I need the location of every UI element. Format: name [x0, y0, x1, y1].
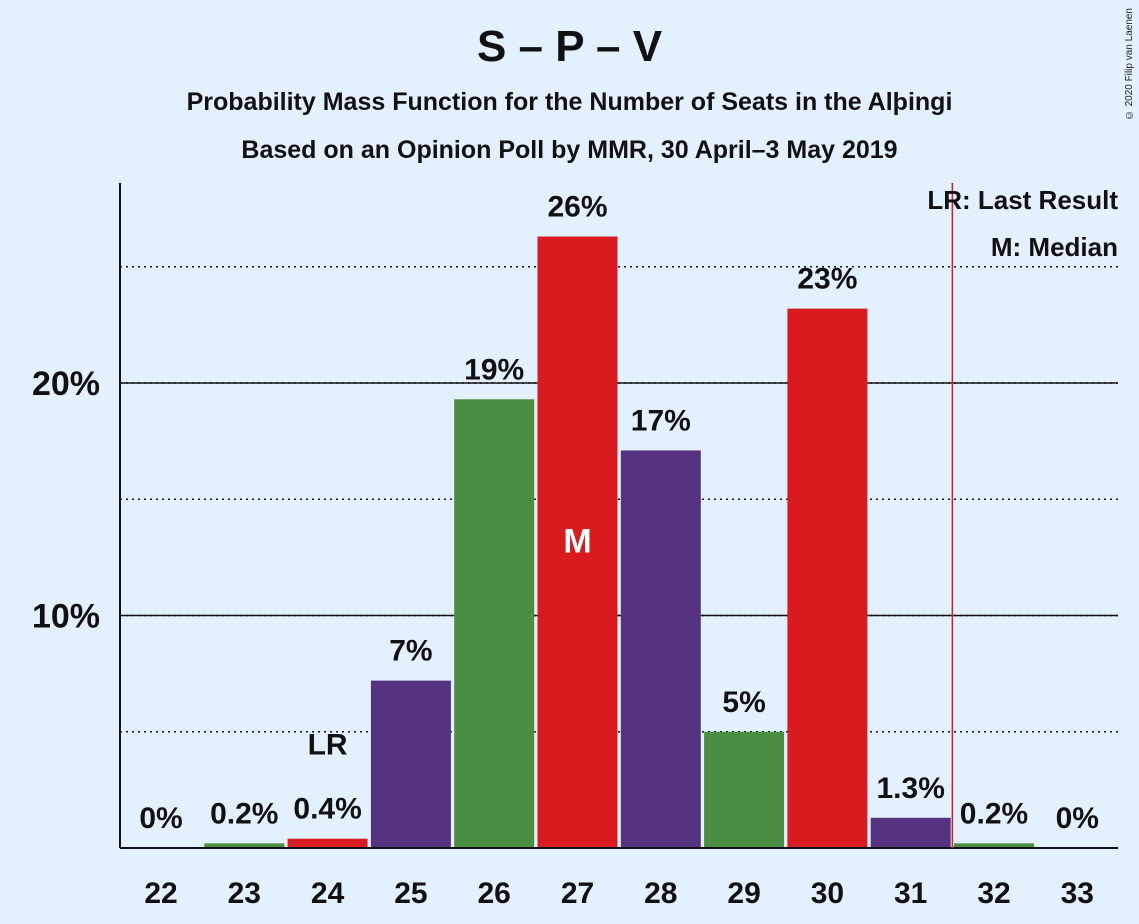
- x-tick-label: 27: [561, 877, 594, 910]
- x-tick-label: 30: [811, 877, 844, 910]
- bar-28: [620, 450, 701, 848]
- legend-entry: LR: Last Result: [927, 185, 1118, 215]
- y-tick-label: 20%: [32, 365, 100, 403]
- x-tick-label: 24: [311, 877, 345, 910]
- data-label: 23%: [797, 263, 857, 296]
- y-tick-label: 10%: [32, 598, 100, 636]
- bar-31: [870, 817, 951, 848]
- bar-32: [954, 843, 1034, 848]
- x-tick-label: 32: [977, 877, 1010, 910]
- data-label: 19%: [464, 353, 524, 386]
- x-tick-label: 22: [144, 877, 177, 910]
- x-tick-label: 28: [644, 877, 677, 910]
- data-label: 26%: [547, 191, 607, 224]
- x-tick-label: 25: [394, 877, 427, 910]
- chart-title: S – P – V: [476, 22, 663, 71]
- data-label: 7%: [389, 635, 432, 668]
- bar-25: [370, 680, 451, 848]
- data-label: 0%: [1056, 802, 1099, 835]
- x-tick-label: 31: [894, 877, 927, 910]
- chart-subtitle-poll: Based on an Opinion Poll by MMR, 30 Apri…: [241, 136, 898, 164]
- bar-30: [787, 308, 868, 849]
- data-label: 1.3%: [877, 772, 945, 805]
- last-result-marker: LR: [308, 729, 348, 762]
- x-tick-label: 26: [478, 877, 511, 910]
- x-tick-label: 29: [727, 877, 760, 910]
- data-label: 5%: [722, 686, 765, 719]
- data-label: 0.2%: [960, 797, 1028, 830]
- bar-27: [537, 236, 618, 848]
- legend-entry: M: Median: [991, 232, 1118, 262]
- median-marker: M: [563, 522, 591, 560]
- data-label: 17%: [631, 404, 691, 437]
- bar-29: [704, 731, 785, 848]
- chart-subtitle: Probability Mass Function for the Number…: [186, 88, 953, 116]
- data-label: 0.4%: [293, 793, 361, 826]
- bar-26: [454, 399, 535, 848]
- x-tick-label: 33: [1061, 877, 1094, 910]
- x-tick-label: 23: [228, 877, 261, 910]
- data-label: 0%: [139, 802, 182, 835]
- bar-23: [204, 843, 285, 848]
- bar-24: [287, 838, 368, 848]
- data-label: 0.2%: [210, 797, 278, 830]
